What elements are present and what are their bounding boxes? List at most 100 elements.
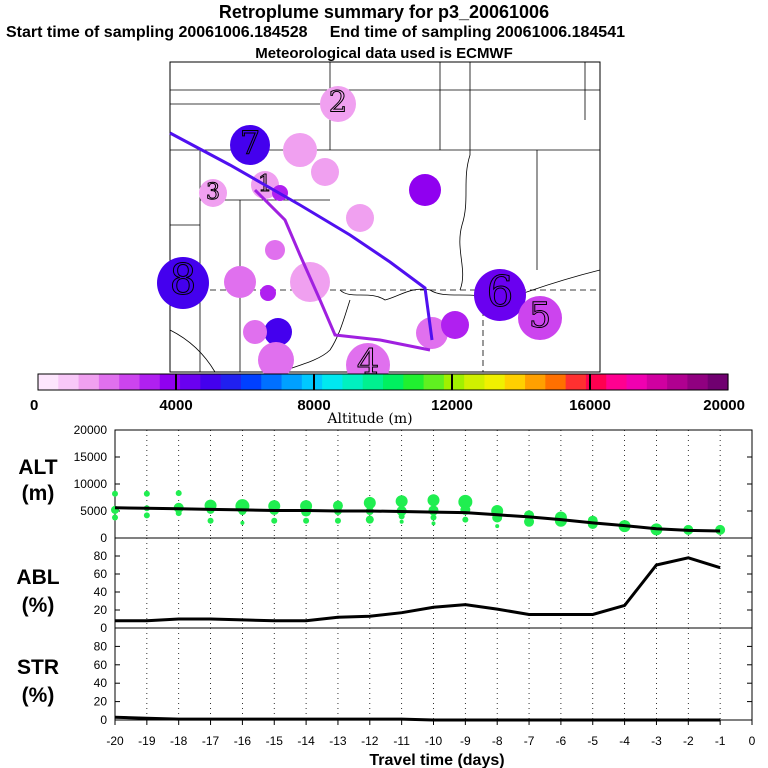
x-tick-label: -12 bbox=[361, 734, 379, 748]
y-tick-label: 80 bbox=[94, 549, 108, 563]
y-tick-label: 60 bbox=[94, 658, 108, 672]
trajectory-upper bbox=[169, 131, 434, 341]
x-tick-label: -7 bbox=[524, 734, 535, 748]
x-axis-label: Travel time (days) bbox=[369, 752, 504, 768]
y-tick-label: 40 bbox=[94, 585, 108, 599]
x-tick-label: -3 bbox=[651, 734, 662, 748]
chart-title: Retroplume summary for p3_20061006 bbox=[218, 2, 550, 22]
map-cluster-blob bbox=[441, 311, 469, 339]
colorbar-segment bbox=[240, 374, 262, 390]
map-cluster-label: 6 bbox=[487, 267, 514, 316]
x-tick-label: -5 bbox=[587, 734, 598, 748]
colorbar-tick-label: 8000 bbox=[297, 397, 330, 414]
colorbar-segment bbox=[383, 374, 404, 390]
colorbar-segment bbox=[403, 374, 425, 390]
panel-alt: 20000 15000 10000 5000 0 ALT (m) bbox=[18, 423, 753, 545]
altitude-cluster-point bbox=[462, 516, 469, 523]
series-line bbox=[115, 556, 721, 623]
map-cluster-label: 3 bbox=[206, 180, 220, 205]
panel-label: ABL bbox=[16, 566, 59, 589]
colorbar-segment bbox=[464, 374, 486, 390]
altitude-cluster-point bbox=[334, 517, 341, 524]
map-cluster-circle bbox=[518, 296, 562, 340]
colorbar-segment bbox=[98, 374, 120, 390]
altitude-cluster-point bbox=[207, 517, 214, 524]
y-tick-label: 0 bbox=[100, 531, 107, 545]
y-tick-label: 60 bbox=[94, 567, 108, 581]
colorbar-segment bbox=[667, 374, 689, 390]
y-tick-label: 40 bbox=[94, 676, 108, 690]
colorbar-frame bbox=[37, 373, 729, 391]
colorbar-segment bbox=[58, 374, 80, 390]
colorbar-segment bbox=[423, 374, 445, 390]
panel-abl: 80 60 40 20 0 ABL (%) bbox=[16, 537, 753, 635]
panel-label: STR bbox=[17, 656, 59, 679]
altitude-cluster-point bbox=[431, 521, 436, 526]
y-tick-label: 0 bbox=[100, 713, 107, 727]
end-time: End time of sampling 20061006.184541 bbox=[329, 24, 625, 41]
map-cluster-blob bbox=[264, 318, 292, 346]
altitude-cluster-point bbox=[458, 494, 473, 509]
altitude-cluster-point bbox=[365, 515, 374, 524]
map-cluster-circle bbox=[157, 257, 209, 309]
y-tick-label: 0 bbox=[100, 621, 107, 635]
map-cluster-circle bbox=[199, 179, 227, 207]
colorbar-segment bbox=[301, 374, 323, 390]
colorbar-segment bbox=[525, 374, 546, 390]
map-cluster-blob bbox=[283, 133, 317, 167]
map-cluster-blob bbox=[346, 204, 374, 232]
x-tick-label: -4 bbox=[619, 734, 630, 748]
colorbar-segment bbox=[200, 374, 222, 390]
altitude-cluster-point bbox=[303, 517, 310, 524]
start-time: Start time of sampling 20061006.184528 bbox=[6, 24, 308, 41]
panel-str: 80 60 40 20 0 STR (%) bbox=[17, 627, 753, 727]
map-cluster-label: 2 bbox=[329, 85, 347, 119]
altitude-cluster-point bbox=[495, 524, 500, 529]
colorbar-segment bbox=[139, 374, 161, 390]
altitude-cluster-point bbox=[240, 520, 245, 525]
colorbar-segment bbox=[707, 374, 729, 390]
map-trajectories bbox=[169, 131, 434, 352]
colorbar-axis-label: Altitude (m) bbox=[326, 411, 412, 427]
map-cluster-circle bbox=[474, 269, 526, 321]
x-tick-label: -15 bbox=[266, 734, 284, 748]
x-tick-label: -13 bbox=[329, 734, 347, 748]
map-boundaries bbox=[169, 62, 601, 373]
colorbar-segment bbox=[220, 374, 242, 390]
colorbar-tick-label: 16000 bbox=[569, 397, 611, 414]
x-tick-label: -19 bbox=[138, 734, 156, 748]
colorbar-segment bbox=[180, 374, 201, 390]
colorbar: 0 4000 8000 12000 16000 20000 Altitude (m) bbox=[30, 373, 745, 427]
x-tick-label: -17 bbox=[202, 734, 220, 748]
map-cluster-blob bbox=[243, 320, 267, 344]
colorbar-segment bbox=[78, 374, 100, 390]
altitude-cluster-point bbox=[430, 514, 437, 521]
y-tick-label: 10000 bbox=[74, 477, 108, 491]
altitude-cluster-point bbox=[427, 494, 440, 507]
map-cluster-label: 8 bbox=[170, 255, 197, 304]
altitude-cluster-point bbox=[363, 496, 376, 509]
x-tick-label: -9 bbox=[460, 734, 471, 748]
y-tick-label: 20000 bbox=[74, 423, 108, 437]
altitude-cluster-point bbox=[399, 519, 404, 524]
altitude-cluster-point bbox=[271, 517, 278, 524]
x-tick-label: -2 bbox=[683, 734, 694, 748]
y-tick-label: 15000 bbox=[74, 450, 108, 464]
series-line bbox=[114, 715, 721, 722]
altitude-cluster-point bbox=[112, 514, 118, 521]
colorbar-segment bbox=[646, 374, 668, 390]
colorbar-segment bbox=[687, 374, 709, 390]
colorbar-segment bbox=[119, 374, 141, 390]
sampling-times: Start time of sampling 20061006.184528 E… bbox=[6, 24, 768, 42]
panel-unit: (m) bbox=[22, 482, 55, 505]
panel-label: ALT bbox=[18, 456, 57, 479]
altitude-cluster-point bbox=[524, 516, 535, 527]
y-tick-label: 20 bbox=[94, 603, 108, 617]
y-tick-label: 80 bbox=[94, 639, 108, 653]
x-tick-label: 0 bbox=[749, 734, 756, 748]
colorbar-segment bbox=[565, 374, 587, 390]
colorbar-segment bbox=[38, 374, 59, 390]
colorbar-tick-label: 0 bbox=[30, 397, 38, 414]
